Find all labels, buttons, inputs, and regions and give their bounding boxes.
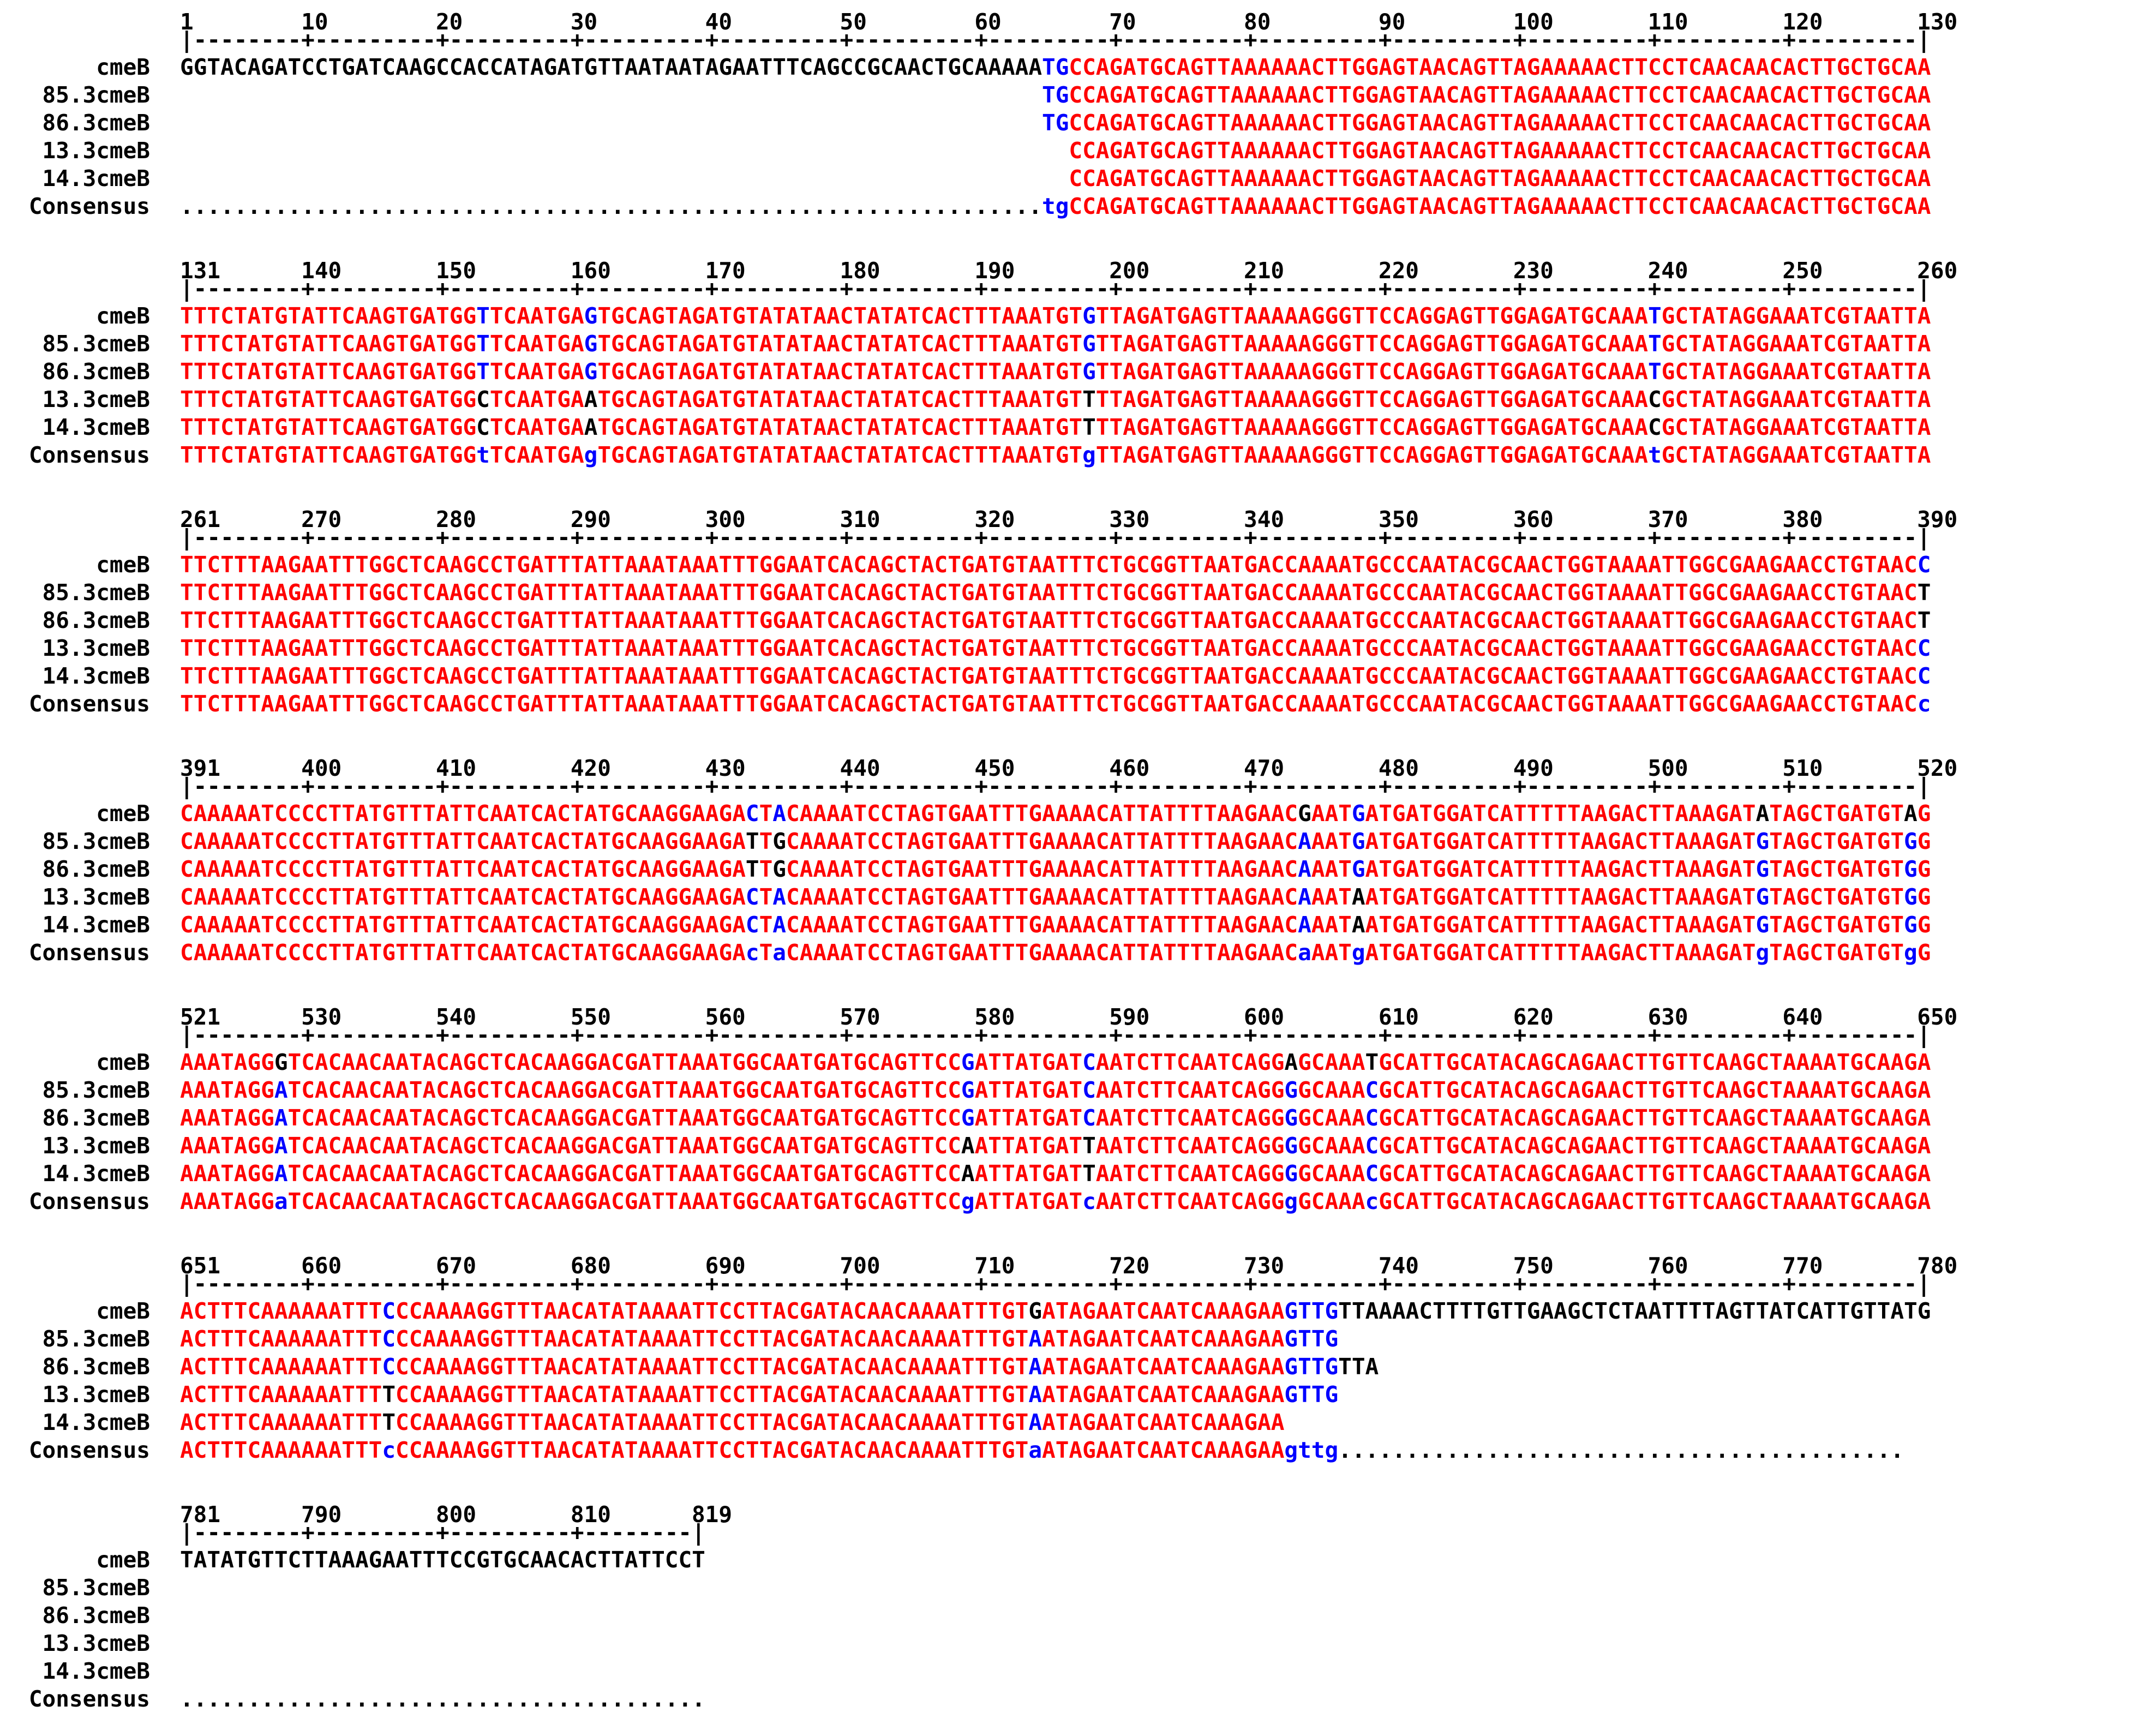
aligned-sequence: GGTACAGATCCTGATCAAGCCACCATAGATGTTAATAATA… [180, 54, 1931, 80]
aligned-sequence: TTTCTATGTATTCAAGTGATGGTTCAATGAGTGCAGTAGA… [180, 331, 1931, 357]
ruler-numbers: 391 400 410 420 430 440 450 460 470 480 … [180, 755, 1958, 781]
sequence-name: 13.3cmeB [42, 635, 150, 661]
sequence-name: Consensus [28, 442, 150, 468]
sequence-name: cmeB [96, 800, 150, 827]
aligned-sequence: CAAAAATCCCCTTATGTTTATTCAATCACTATGCAAGGAA… [180, 828, 1931, 854]
sequence-name: 13.3cmeB [42, 386, 150, 412]
sequence-name: Consensus [28, 1437, 150, 1463]
sequence-name: 85.3cmeB [42, 1326, 150, 1352]
sequence-name: 14.3cmeB [42, 912, 150, 938]
consensus-sequence: TTTCTATGTATTCAAGTGATGGtTCAATGAgTGCAGTAGA… [180, 442, 1931, 468]
consensus-sequence: AAATAGGaTCACAACAATACAGCTCACAAGGACGATTAAA… [180, 1188, 1931, 1214]
ruler-tick-line: |--------+---------+---------+---------+… [180, 27, 1931, 53]
aligned-sequence: CCAGATGCAGTTAAAAAACTTGGAGTAACAGTTAGAAAAA… [1069, 165, 1931, 191]
sequence-name: 85.3cmeB [42, 579, 150, 606]
ruler-numbers: 131 140 150 160 170 180 190 200 210 220 … [180, 258, 1958, 284]
aligned-sequence: AAATAGGATCACAACAATACAGCTCACAAGGACGATTAAA… [180, 1160, 1931, 1187]
sequence-name: cmeB [96, 303, 150, 329]
ruler-tick-line: |--------+---------+---------+---------+… [180, 524, 1931, 550]
consensus-sequence: ACTTTCAAAAAATTTcCCAAAAGGTTTAACATATAAAATT… [180, 1437, 1904, 1463]
aligned-sequence: AAATAGGGTCACAACAATACAGCTCACAAGGACGATTAAA… [180, 1049, 1931, 1075]
aligned-sequence: TTTCTATGTATTCAAGTGATGGCTCAATGAATGCAGTAGA… [180, 414, 1931, 440]
aligned-sequence: TGCCAGATGCAGTTAAAAAACTTGGAGTAACAGTTAGAAA… [1042, 82, 1931, 108]
aligned-sequence: ACTTTCAAAAAATTTTCCAAAAGGTTTAACATATAAAATT… [180, 1381, 1339, 1408]
sequence-name: 86.3cmeB [42, 1105, 150, 1131]
sequence-name: 85.3cmeB [42, 828, 150, 854]
sequence-name: 86.3cmeB [42, 856, 150, 882]
sequence-name: Consensus [28, 1686, 150, 1712]
sequence-name: 14.3cmeB [42, 414, 150, 440]
aligned-sequence: ACTTTCAAAAAATTTCCCAAAAGGTTTAACATATAAAATT… [180, 1354, 1379, 1380]
ruler-numbers: 521 530 540 550 560 570 580 590 600 610 … [180, 1004, 1958, 1030]
aligned-sequence: TTCTTTAAGAATTTGGCTCAAGCCTGATTTATTAAATAAA… [180, 635, 1931, 661]
ruler-tick-line: |--------+---------+---------+--------| [180, 1519, 705, 1546]
sequence-name: 85.3cmeB [42, 1077, 150, 1103]
consensus-sequence: CAAAAATCCCCTTATGTTTATTCAATCACTATGCAAGGAA… [180, 939, 1931, 966]
sequence-name: cmeB [96, 1547, 150, 1573]
aligned-sequence: AAATAGGATCACAACAATACAGCTCACAAGGACGATTAAA… [180, 1133, 1931, 1159]
aligned-sequence: TTTCTATGTATTCAAGTGATGGCTCAATGAATGCAGTAGA… [180, 386, 1931, 412]
aligned-sequence: CAAAAATCCCCTTATGTTTATTCAATCACTATGCAAGGAA… [180, 856, 1931, 882]
sequence-name: Consensus [28, 1188, 150, 1214]
aligned-sequence: CAAAAATCCCCTTATGTTTATTCAATCACTATGCAAGGAA… [180, 800, 1931, 827]
aligned-sequence: AAATAGGATCACAACAATACAGCTCACAAGGACGATTAAA… [180, 1105, 1931, 1131]
sequence-name: 86.3cmeB [42, 358, 150, 385]
sequence-name: 13.3cmeB [42, 1381, 150, 1408]
ruler-tick-line: |--------+---------+---------+---------+… [180, 773, 1931, 799]
aligned-sequence: ACTTTCAAAAAATTTCCCAAAAGGTTTAACATATAAAATT… [180, 1326, 1339, 1352]
aligned-sequence: TATATGTTCTTAAAGAATTTCCGTGCAACACTTATTCCT [180, 1547, 705, 1573]
sequence-name: Consensus [28, 939, 150, 966]
sequence-name: 86.3cmeB [42, 110, 150, 136]
aligned-sequence: TTTCTATGTATTCAAGTGATGGTTCAATGAGTGCAGTAGA… [180, 303, 1931, 329]
aligned-sequence: CAAAAATCCCCTTATGTTTATTCAATCACTATGCAAGGAA… [180, 884, 1931, 910]
sequence-name: 86.3cmeB [42, 1602, 150, 1629]
aligned-sequence: ACTTTCAAAAAATTTCCCAAAAGGTTTAACATATAAAATT… [180, 1298, 1931, 1324]
sequence-name: 13.3cmeB [42, 1630, 150, 1656]
aligned-sequence: CCAGATGCAGTTAAAAAACTTGGAGTAACAGTTAGAAAAA… [1069, 137, 1931, 164]
consensus-sequence: ........................................… [180, 193, 1931, 219]
ruler-tick-line: |--------+---------+---------+---------+… [180, 276, 1931, 302]
aligned-sequence: TTCTTTAAGAATTTGGCTCAAGCCTGATTTATTAAATAAA… [180, 607, 1931, 633]
ruler-numbers: 781 790 800 810 819 [180, 1501, 733, 1528]
sequence-name: 86.3cmeB [42, 1354, 150, 1380]
ruler-tick-line: |--------+---------+---------+---------+… [180, 1271, 1931, 1297]
consensus-sequence: ....................................... [180, 1686, 705, 1712]
sequence-name: 13.3cmeB [42, 884, 150, 910]
consensus-sequence: TTCTTTAAGAATTTGGCTCAAGCCTGATTTATTAAATAAA… [180, 691, 1931, 717]
sequence-name: cmeB [96, 1298, 150, 1324]
sequence-name: Consensus [28, 193, 150, 219]
sequence-name: 13.3cmeB [42, 1133, 150, 1159]
sequence-name: cmeB [96, 1049, 150, 1075]
ruler-numbers: 261 270 280 290 300 310 320 330 340 350 … [180, 506, 1958, 532]
aligned-sequence: CAAAAATCCCCTTATGTTTATTCAATCACTATGCAAGGAA… [180, 912, 1931, 938]
aligned-sequence: AAATAGGATCACAACAATACAGCTCACAAGGACGATTAAA… [180, 1077, 1931, 1103]
sequence-name: 14.3cmeB [42, 165, 150, 191]
aligned-sequence: TGCCAGATGCAGTTAAAAAACTTGGAGTAACAGTTAGAAA… [1042, 110, 1931, 136]
aligned-sequence: TTCTTTAAGAATTTGGCTCAAGCCTGATTTATTAAATAAA… [180, 663, 1931, 689]
ruler-tick-line: |--------+---------+---------+---------+… [180, 1022, 1931, 1048]
aligned-sequence: TTCTTTAAGAATTTGGCTCAAGCCTGATTTATTAAATAAA… [180, 579, 1931, 606]
sequence-name: 13.3cmeB [42, 137, 150, 164]
sequence-name: 14.3cmeB [42, 1658, 150, 1684]
ruler-numbers: 651 660 670 680 690 700 710 720 730 740 … [180, 1253, 1958, 1279]
sequence-name: cmeB [96, 552, 150, 578]
sequence-name: Consensus [28, 691, 150, 717]
sequence-name: 14.3cmeB [42, 1160, 150, 1187]
sequence-name: 14.3cmeB [42, 1409, 150, 1435]
sequence-name: 85.3cmeB [42, 331, 150, 357]
aligned-sequence: TTTCTATGTATTCAAGTGATGGTTCAATGAGTGCAGTAGA… [180, 358, 1931, 385]
sequence-name: 85.3cmeB [42, 1575, 150, 1601]
sequence-name: 14.3cmeB [42, 663, 150, 689]
ruler-numbers: 1 10 20 30 40 50 60 70 80 90 100 110 120… [180, 9, 1958, 35]
sequence-name: 86.3cmeB [42, 607, 150, 633]
sequence-name: 85.3cmeB [42, 82, 150, 108]
aligned-sequence: TTCTTTAAGAATTTGGCTCAAGCCTGATTTATTAAATAAA… [180, 552, 1931, 578]
aligned-sequence: ACTTTCAAAAAATTTTCCAAAAGGTTTAACATATAAAATT… [180, 1409, 1285, 1435]
sequence-name: cmeB [96, 54, 150, 80]
